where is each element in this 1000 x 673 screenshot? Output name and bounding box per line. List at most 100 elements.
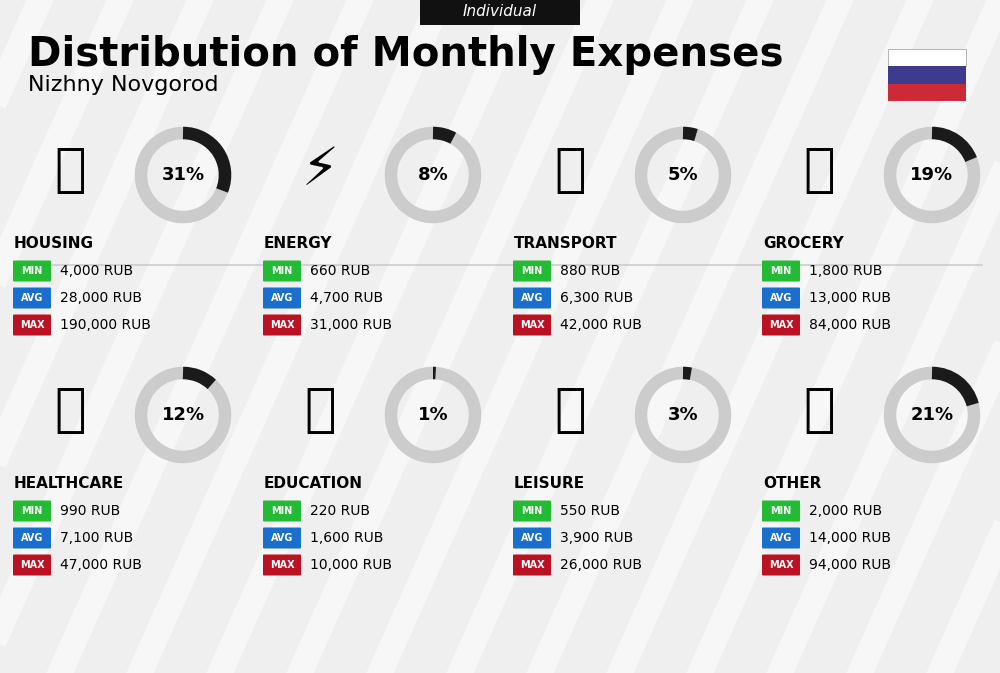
Text: 10,000 RUB: 10,000 RUB <box>310 558 392 572</box>
Text: GROCERY: GROCERY <box>763 236 844 250</box>
Text: MIN: MIN <box>770 506 792 516</box>
Text: 💓: 💓 <box>54 384 86 436</box>
Text: MAX: MAX <box>20 320 44 330</box>
Text: 1,800 RUB: 1,800 RUB <box>809 264 882 278</box>
FancyBboxPatch shape <box>762 260 800 281</box>
FancyBboxPatch shape <box>888 83 966 101</box>
Text: 31%: 31% <box>161 166 205 184</box>
Text: AVG: AVG <box>21 533 43 543</box>
Text: 14,000 RUB: 14,000 RUB <box>809 531 891 545</box>
Text: 26,000 RUB: 26,000 RUB <box>560 558 642 572</box>
Text: HEALTHCARE: HEALTHCARE <box>14 476 124 491</box>
Text: 2,000 RUB: 2,000 RUB <box>809 504 882 518</box>
Text: MIN: MIN <box>21 266 43 276</box>
FancyBboxPatch shape <box>13 501 51 522</box>
Text: 47,000 RUB: 47,000 RUB <box>60 558 142 572</box>
Text: MAX: MAX <box>769 560 793 570</box>
FancyBboxPatch shape <box>263 260 301 281</box>
Text: 880 RUB: 880 RUB <box>560 264 620 278</box>
Text: 13,000 RUB: 13,000 RUB <box>809 291 891 305</box>
Text: TRANSPORT: TRANSPORT <box>514 236 618 250</box>
Text: LEISURE: LEISURE <box>514 476 585 491</box>
FancyBboxPatch shape <box>263 287 301 308</box>
Text: MIN: MIN <box>521 266 543 276</box>
Text: MAX: MAX <box>270 320 294 330</box>
Text: 12%: 12% <box>161 406 205 424</box>
Text: 660 RUB: 660 RUB <box>310 264 370 278</box>
FancyBboxPatch shape <box>513 314 551 336</box>
Text: 31,000 RUB: 31,000 RUB <box>310 318 392 332</box>
FancyBboxPatch shape <box>513 287 551 308</box>
Text: Individual: Individual <box>463 5 537 20</box>
Text: MIN: MIN <box>521 506 543 516</box>
FancyBboxPatch shape <box>762 528 800 548</box>
Text: 94,000 RUB: 94,000 RUB <box>809 558 891 572</box>
FancyBboxPatch shape <box>513 501 551 522</box>
Text: MAX: MAX <box>20 560 44 570</box>
Text: Distribution of Monthly Expenses: Distribution of Monthly Expenses <box>28 35 784 75</box>
Text: MAX: MAX <box>520 320 544 330</box>
Text: 990 RUB: 990 RUB <box>60 504 120 518</box>
Text: MIN: MIN <box>770 266 792 276</box>
Text: HOUSING: HOUSING <box>14 236 94 250</box>
Text: 190,000 RUB: 190,000 RUB <box>60 318 151 332</box>
Text: 7,100 RUB: 7,100 RUB <box>60 531 133 545</box>
Text: 19%: 19% <box>910 166 954 184</box>
Text: 1%: 1% <box>418 406 448 424</box>
Text: 42,000 RUB: 42,000 RUB <box>560 318 642 332</box>
FancyBboxPatch shape <box>762 501 800 522</box>
Text: AVG: AVG <box>770 533 792 543</box>
FancyBboxPatch shape <box>263 555 301 575</box>
Text: ⚡: ⚡ <box>302 144 338 196</box>
FancyBboxPatch shape <box>263 501 301 522</box>
FancyBboxPatch shape <box>263 528 301 548</box>
Text: AVG: AVG <box>21 293 43 303</box>
Text: AVG: AVG <box>770 293 792 303</box>
Text: MIN: MIN <box>21 506 43 516</box>
FancyBboxPatch shape <box>263 314 301 336</box>
Text: 3%: 3% <box>668 406 698 424</box>
Text: 🛍: 🛍 <box>554 384 586 436</box>
Text: ENERGY: ENERGY <box>264 236 332 250</box>
FancyBboxPatch shape <box>13 314 51 336</box>
Text: OTHER: OTHER <box>763 476 821 491</box>
Text: 28,000 RUB: 28,000 RUB <box>60 291 142 305</box>
FancyBboxPatch shape <box>762 287 800 308</box>
FancyBboxPatch shape <box>762 555 800 575</box>
Text: Nizhny Novgorod: Nizhny Novgorod <box>28 75 218 95</box>
Text: 220 RUB: 220 RUB <box>310 504 370 518</box>
Text: AVG: AVG <box>521 293 543 303</box>
Text: 6,300 RUB: 6,300 RUB <box>560 291 633 305</box>
FancyBboxPatch shape <box>420 0 580 25</box>
FancyBboxPatch shape <box>513 260 551 281</box>
FancyBboxPatch shape <box>13 287 51 308</box>
FancyBboxPatch shape <box>513 555 551 575</box>
Text: MIN: MIN <box>271 266 293 276</box>
Text: MAX: MAX <box>769 320 793 330</box>
Text: 4,000 RUB: 4,000 RUB <box>60 264 133 278</box>
Text: 1,600 RUB: 1,600 RUB <box>310 531 383 545</box>
Text: EDUCATION: EDUCATION <box>264 476 363 491</box>
Text: AVG: AVG <box>271 533 293 543</box>
FancyBboxPatch shape <box>13 528 51 548</box>
FancyBboxPatch shape <box>888 67 966 83</box>
Text: 21%: 21% <box>910 406 954 424</box>
Text: 5%: 5% <box>668 166 698 184</box>
Text: 🏢: 🏢 <box>54 144 86 196</box>
Text: 84,000 RUB: 84,000 RUB <box>809 318 891 332</box>
Text: 550 RUB: 550 RUB <box>560 504 620 518</box>
Text: MAX: MAX <box>520 560 544 570</box>
Text: 🛒: 🛒 <box>803 144 835 196</box>
Text: MIN: MIN <box>271 506 293 516</box>
FancyBboxPatch shape <box>888 49 966 67</box>
FancyBboxPatch shape <box>13 260 51 281</box>
Text: 8%: 8% <box>418 166 448 184</box>
FancyBboxPatch shape <box>762 314 800 336</box>
Text: 4,700 RUB: 4,700 RUB <box>310 291 383 305</box>
Text: AVG: AVG <box>271 293 293 303</box>
Text: 🎓: 🎓 <box>304 384 336 436</box>
FancyBboxPatch shape <box>13 555 51 575</box>
Text: 🚌: 🚌 <box>554 144 586 196</box>
Text: 💰: 💰 <box>803 384 835 436</box>
Text: MAX: MAX <box>270 560 294 570</box>
